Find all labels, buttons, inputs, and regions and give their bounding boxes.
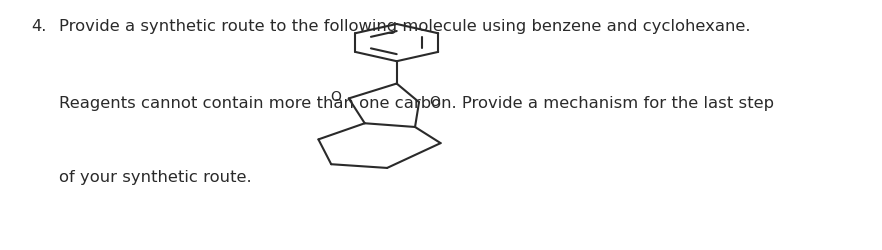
Text: O: O: [430, 94, 440, 108]
Text: O: O: [331, 90, 341, 104]
Text: Reagents cannot contain more than one carbon. Provide a mechanism for the last s: Reagents cannot contain more than one ca…: [59, 95, 774, 110]
Text: of your synthetic route.: of your synthetic route.: [59, 170, 251, 184]
Text: 4.: 4.: [32, 19, 47, 34]
Text: Provide a synthetic route to the following molecule using benzene and cyclohexan: Provide a synthetic route to the followi…: [59, 19, 751, 34]
